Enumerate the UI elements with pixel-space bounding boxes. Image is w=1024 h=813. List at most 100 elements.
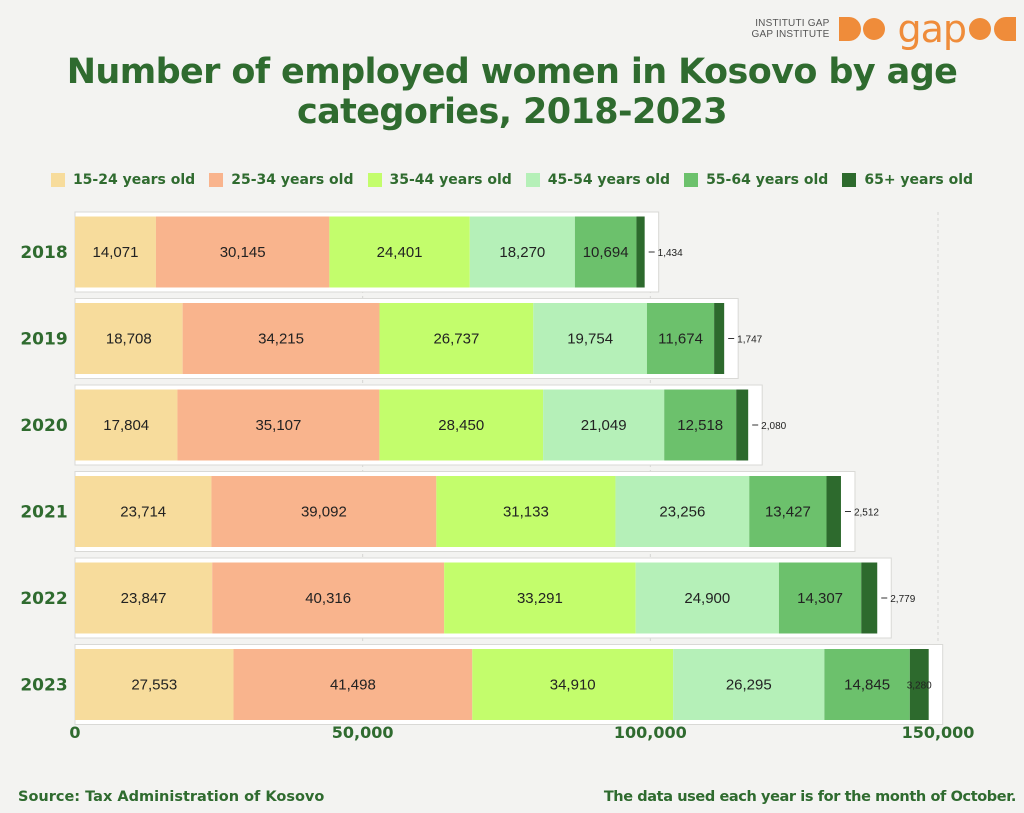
logo-line-2: GAP INSTITUTE (751, 29, 830, 40)
data-label: 14,845 (844, 677, 890, 694)
data-label: 23,256 (659, 504, 705, 521)
bar-segment (75, 476, 212, 547)
data-label: 34,910 (550, 677, 596, 694)
data-label: 40,316 (305, 590, 351, 607)
data-label: 2,512 (854, 508, 879, 519)
data-label: 17,804 (103, 417, 149, 434)
data-label: 33,291 (517, 590, 563, 607)
bar-segment (177, 389, 380, 461)
source-note: Source: Tax Administration of Kosovo (18, 789, 325, 805)
category-label: 2022 (20, 589, 67, 609)
x-tick-label: 50,000 (332, 723, 394, 742)
bar-segment (75, 389, 178, 461)
legend-label: 15-24 years old (72, 172, 196, 188)
chart-title: Number of employed women in Kosovo by ag… (66, 52, 958, 132)
data-label: 34,215 (258, 331, 304, 348)
data-label: 23,847 (121, 590, 167, 607)
logo-left-shapes-icon (839, 17, 886, 41)
legend-label: 65+ years old (864, 172, 974, 188)
bar-segment (635, 562, 779, 634)
gap-institute-logo: INSTITUTI GAP GAP INSTITUTE gap (751, 10, 1018, 48)
bar-segment (75, 562, 213, 634)
bar-segment (329, 216, 470, 288)
data-label: 14,307 (797, 590, 843, 607)
category-label: 2020 (20, 416, 67, 436)
category-label: 2021 (20, 503, 67, 523)
data-label: 41,498 (330, 677, 376, 694)
bar-segment (664, 389, 737, 461)
bar-segment (778, 562, 862, 634)
data-label: 3,280 (907, 681, 932, 692)
bar-segment (472, 649, 674, 720)
bar-segment (436, 476, 616, 547)
data-label: 12,518 (677, 417, 723, 434)
bar-segment (861, 562, 878, 634)
data-label: 26,295 (726, 677, 772, 694)
bar-segment (636, 216, 645, 288)
legend-label: 55-64 years old (706, 172, 829, 188)
category-label: 2018 (20, 243, 67, 263)
bar-segment (75, 216, 156, 288)
data-label: 26,737 (433, 331, 479, 348)
chart-legend: 15-24 years old 25-34 years old 35-44 year… (0, 172, 1024, 188)
bar-segment (826, 476, 841, 547)
bar-segment (646, 303, 715, 374)
data-label: 24,401 (377, 244, 423, 261)
legend-item: 45-54 years old (525, 172, 671, 188)
data-label: 31,133 (503, 504, 549, 521)
data-label: 27,553 (131, 677, 177, 694)
logo-line-1: INSTITUTI GAP (755, 18, 830, 29)
data-label: 2,080 (761, 421, 786, 432)
data-label: 30,145 (220, 244, 266, 261)
bar-segment (75, 303, 183, 374)
data-label: 23,714 (120, 504, 166, 521)
bar-segment (615, 476, 750, 547)
legend-item: 35-44 years old (367, 172, 512, 188)
x-tick-label: 150,000 (902, 723, 975, 742)
bar-segment (379, 303, 534, 374)
data-label: 14,071 (93, 244, 139, 261)
bar-segment (533, 303, 647, 374)
data-label: 10,694 (583, 244, 629, 261)
data-label: 18,270 (499, 244, 545, 261)
bar-segment (182, 303, 380, 374)
data-label: 19,754 (567, 331, 613, 348)
legend-swatch (209, 173, 224, 187)
bar-segment (75, 649, 234, 720)
bar-segment (673, 649, 825, 720)
bar-segment (233, 649, 473, 720)
bar-segment (155, 216, 330, 288)
data-label: 1,434 (658, 248, 683, 259)
legend-label: 45-54 years old (547, 172, 671, 188)
data-label: 28,450 (438, 417, 484, 434)
data-label: 2,779 (890, 594, 915, 605)
bar-segment (444, 562, 636, 634)
bar-segment (211, 476, 437, 547)
bar-segment (469, 216, 575, 288)
x-tick-label: 0 (69, 723, 80, 742)
legend-item: 25-34 years old (209, 172, 354, 188)
bar-segment (379, 389, 544, 461)
bar-segment (714, 303, 725, 374)
legend-item: 55-64 years old (684, 172, 828, 188)
logo-text: INSTITUTI GAP GAP INSTITUTE (751, 18, 829, 40)
bar-segment (574, 216, 637, 288)
bar-segment (824, 649, 910, 720)
bar-segment (749, 476, 827, 547)
legend-swatch (525, 173, 540, 187)
data-label: 24,900 (684, 590, 730, 607)
data-period-note: The data used each year is for the month… (603, 789, 1017, 805)
legend-swatch (842, 173, 857, 187)
logo-wordmark: gap (897, 7, 967, 51)
bar-segment (212, 562, 445, 634)
legend-item: 15-24 years old (50, 172, 196, 188)
bar-segment (909, 649, 929, 720)
x-tick-label: 100,000 (614, 723, 687, 742)
legend-swatch (50, 173, 65, 187)
data-label: 11,674 (658, 331, 703, 348)
legend-label: 25-34 years old (231, 172, 354, 188)
category-label: 2019 (20, 330, 67, 350)
logo-right-shapes-icon (969, 17, 1016, 41)
data-label: 21,049 (581, 417, 627, 434)
data-label: 18,708 (106, 331, 152, 348)
